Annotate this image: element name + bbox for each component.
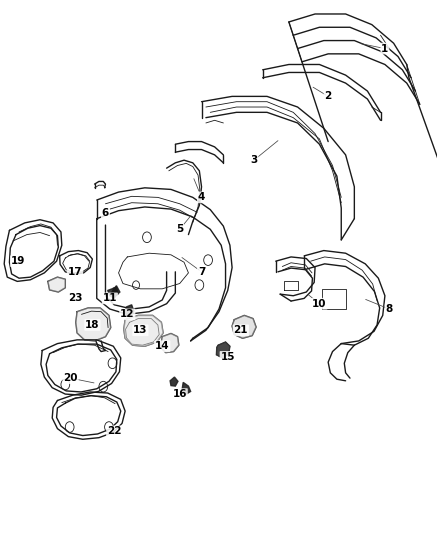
Polygon shape [76,308,111,341]
Polygon shape [48,277,65,292]
Text: 3: 3 [250,155,258,165]
Text: 11: 11 [102,293,117,303]
Text: 4: 4 [198,192,205,203]
Text: 7: 7 [198,267,205,277]
Polygon shape [182,382,191,394]
Polygon shape [160,334,179,353]
Polygon shape [108,287,118,298]
Text: 8: 8 [385,304,393,314]
Text: 19: 19 [11,256,25,266]
Text: 2: 2 [325,91,332,101]
Text: 12: 12 [120,309,134,319]
Polygon shape [111,288,118,297]
Text: 21: 21 [233,325,248,335]
Text: 23: 23 [67,293,82,303]
Text: 20: 20 [64,373,78,383]
Text: 5: 5 [176,224,184,235]
Polygon shape [170,377,178,386]
Text: 15: 15 [220,352,235,362]
Text: 10: 10 [312,298,327,309]
Polygon shape [113,286,120,295]
Polygon shape [124,316,163,346]
Text: 6: 6 [102,208,109,219]
Text: 17: 17 [67,267,82,277]
Polygon shape [232,316,256,338]
Text: 16: 16 [173,389,187,399]
Text: 18: 18 [85,320,99,330]
Text: 1: 1 [381,44,389,53]
Text: 13: 13 [133,325,148,335]
Text: 22: 22 [107,426,121,437]
Text: 14: 14 [155,341,170,351]
Polygon shape [216,342,230,358]
Polygon shape [125,305,134,317]
